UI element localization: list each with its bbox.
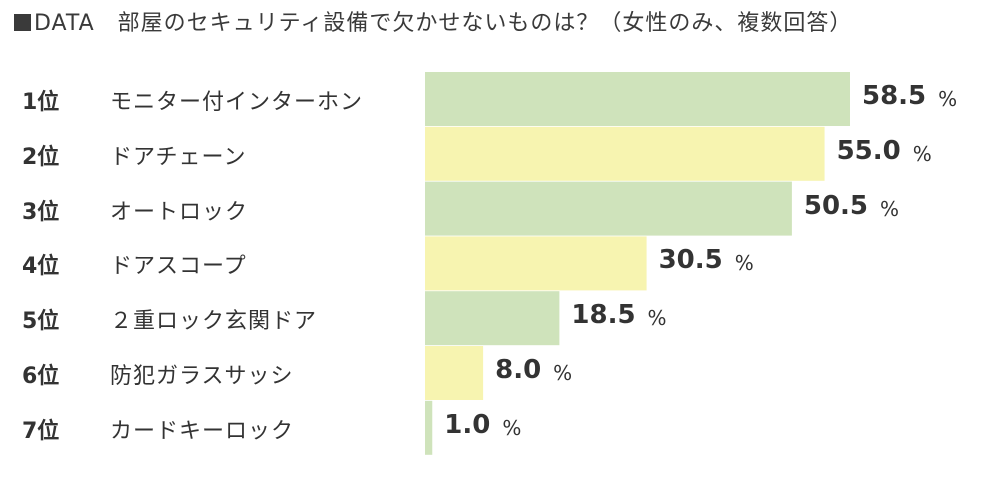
rank-label: 7位 [22, 418, 60, 444]
bar-5 [425, 291, 560, 346]
value-label: 1.0 [444, 409, 491, 440]
category-label: 防犯ガラスサッシ [110, 364, 294, 389]
category-label: ドアスコープ [110, 254, 247, 280]
value-label: 55.0 [836, 135, 901, 166]
value-label: 58.5 [862, 81, 927, 111]
square-bullet-icon [14, 14, 31, 31]
bar-3 [425, 181, 792, 236]
unit-label: % [912, 141, 932, 166]
rank-label: 2位 [22, 144, 60, 170]
bar-2 [425, 126, 825, 181]
category-label: ドアチェーン [110, 144, 247, 170]
bar-7 [425, 400, 433, 455]
category-label: カードキーロック [110, 418, 295, 444]
value-label: 8.0 [495, 355, 542, 385]
chart-title-text: DATA 部屋のセキュリティ設備で欠かせないものは？（女性のみ、複数回答） [34, 11, 853, 36]
rank-label: 3位 [22, 199, 60, 225]
rank-label: 4位 [22, 254, 60, 280]
bar-6 [425, 346, 484, 400]
rank-label: 1位 [22, 90, 60, 115]
category-label: モニター付インターホン [110, 90, 364, 115]
unit-label: % [938, 87, 958, 111]
bar-1 [425, 72, 851, 126]
unit-label: % [647, 306, 667, 331]
category-label: オートロック [110, 199, 249, 225]
value-label: 30.5 [658, 245, 723, 276]
value-label: 50.5 [803, 190, 869, 221]
chart-title: DATA 部屋のセキュリティ設備で欠かせないものは？（女性のみ、複数回答） [14, 6, 994, 42]
bar-4 [425, 236, 647, 291]
unit-label: % [553, 361, 573, 385]
rank-label: 5位 [22, 309, 60, 335]
value-label: 18.5 [571, 300, 636, 331]
category-label: ２重ロック玄関ドア [110, 309, 318, 335]
rank-label: 6位 [22, 364, 60, 389]
unit-label: % [502, 415, 522, 440]
unit-label: % [734, 251, 754, 276]
unit-label: % [880, 196, 900, 221]
